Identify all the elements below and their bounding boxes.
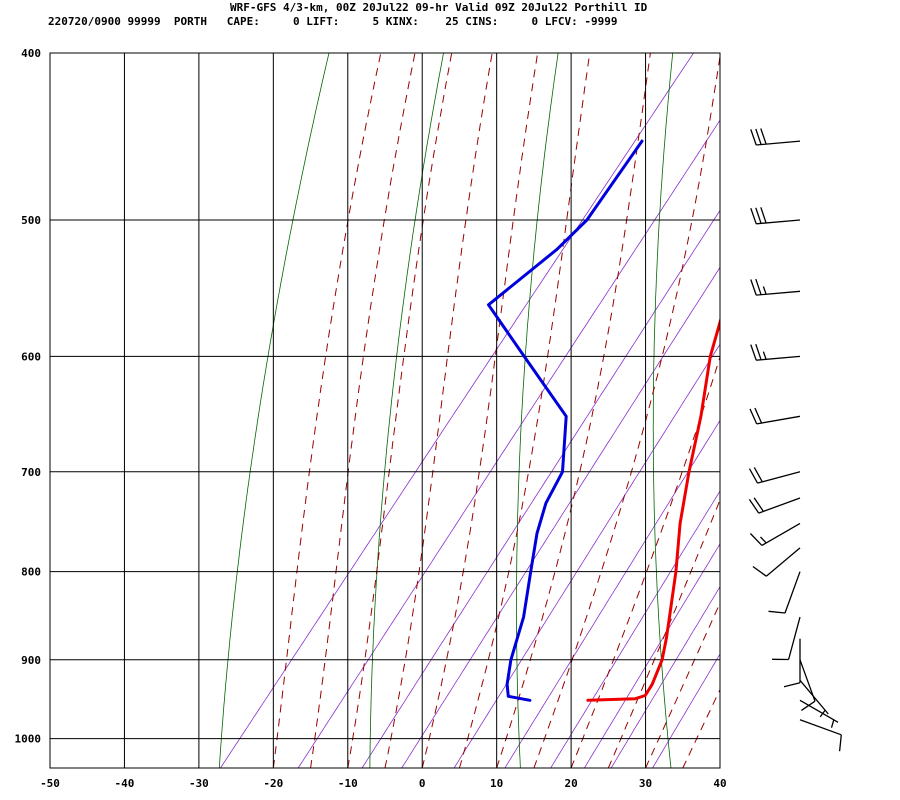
mixing-ratio-line [584, 543, 720, 768]
dewpoint-profile [487, 139, 644, 702]
mixing-ratio-line [610, 585, 720, 768]
moist-adiabat-line [458, 53, 591, 768]
wind-barb [799, 719, 842, 752]
x-tick-label: 20 [564, 777, 577, 790]
mixing-ratio-line [550, 490, 720, 768]
plot-frame [49, 52, 721, 769]
x-tick-label: 0 [419, 777, 426, 790]
wind-barb [750, 343, 801, 361]
y-tick-label: 400 [21, 47, 41, 60]
wind-barb [748, 467, 801, 484]
moist-adiabat-line [719, 766, 720, 768]
moist-adiabat-line [533, 53, 720, 768]
wind-barb [772, 616, 801, 661]
x-tick-label: -30 [189, 777, 209, 790]
wind-barb [750, 128, 801, 146]
y-tick-label: 1000 [15, 733, 42, 746]
chart-title: WRF-GFS 4/3-km, 00Z 20Jul22 09-hr Valid … [230, 1, 648, 14]
wind-barb-column [748, 128, 842, 752]
wind-barb [799, 659, 816, 711]
x-tick-label: -40 [115, 777, 135, 790]
dry-adiabat-line [516, 53, 559, 768]
wind-barb [750, 207, 801, 225]
y-tick-label: 900 [21, 654, 41, 667]
mixing-ratio-line [401, 266, 720, 768]
y-tick-label: 800 [21, 566, 41, 579]
mixing-ratio-line [220, 53, 694, 768]
mixing-ratio-line [361, 209, 720, 768]
moist-adiabat-line [347, 53, 453, 768]
moist-adiabat-line [384, 53, 493, 768]
y-tick-label: 600 [21, 350, 41, 363]
moist-adiabat-line [570, 355, 720, 768]
wind-barb [768, 571, 801, 614]
moist-adiabat-line [496, 53, 651, 768]
y-tick-label: 500 [21, 214, 41, 227]
moist-adiabat-line [421, 53, 539, 768]
moist-adiabat-line [607, 498, 720, 768]
dry-adiabat-line [652, 53, 674, 768]
temperature-profile [586, 316, 720, 702]
x-tick-label: -50 [40, 777, 60, 790]
x-tick-label: 30 [639, 777, 652, 790]
wind-barb [748, 497, 801, 514]
moist-adiabat-line [310, 53, 416, 768]
wind-barb [752, 547, 801, 577]
moist-adiabat-line [682, 688, 720, 768]
axis-layer: -50 -40 -30 -20 -10 0 10 20 30 40 400 500 600 700 800 9… [15, 47, 727, 790]
wind-barb [750, 278, 801, 296]
moist-adiabat-line [645, 601, 720, 768]
dry-adiabat-line [218, 53, 330, 768]
mixing-ratio-line [453, 343, 720, 768]
moist-adiabat-line [272, 53, 382, 768]
x-tick-label: -10 [338, 777, 358, 790]
wind-barb [749, 522, 801, 546]
mixing-ratio-line [652, 653, 720, 768]
wind-barb [799, 699, 839, 728]
x-tick-label: 10 [490, 777, 503, 790]
y-tick-label: 700 [21, 466, 41, 479]
profile-layer [487, 139, 720, 702]
stability-indices: 220720/0900 99999 PORTH CAPE: 0 LIFT: 5 … [48, 15, 618, 28]
wind-barb [749, 407, 801, 425]
dry-adiabat-line [369, 53, 444, 768]
dry-adiabat-line [781, 53, 821, 768]
grid-layer [50, 53, 821, 768]
x-tick-label: 40 [713, 777, 726, 790]
x-tick-label: -20 [263, 777, 283, 790]
